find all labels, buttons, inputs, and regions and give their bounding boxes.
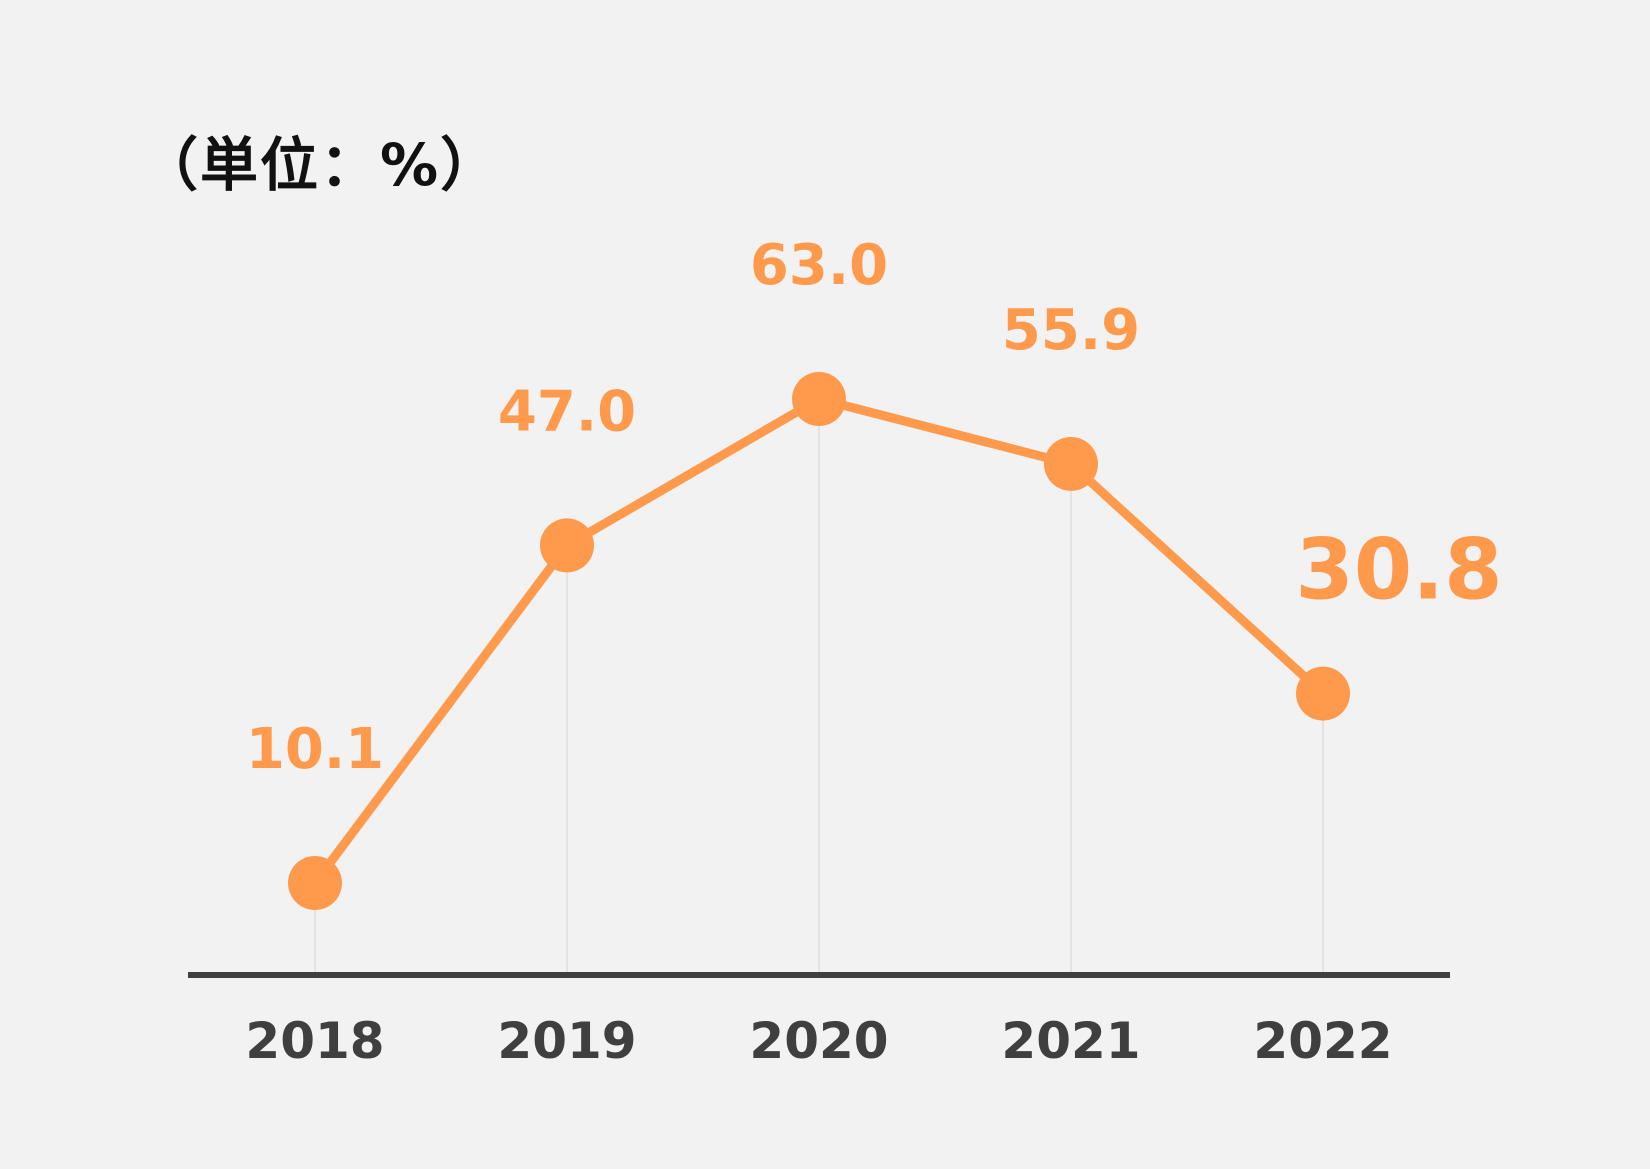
data-label-2019: 47.0 [498,379,636,444]
x-tick-label: 2018 [245,1012,384,1070]
x-tick-label: 2020 [749,1012,888,1070]
x-tick-label: 2019 [497,1012,636,1070]
data-points [288,372,1350,910]
data-label-2020: 63.0 [750,233,888,298]
unit-label: （単位：%） [140,131,501,199]
x-tick-label: 2021 [1001,1012,1140,1070]
data-labels: 10.1 47.0 63.0 55.9 30.8 [246,233,1503,782]
data-point-2019 [540,518,594,573]
data-label-2021: 55.9 [1002,298,1140,363]
data-label-2018: 10.1 [246,717,384,782]
x-tick-label: 2022 [1253,1012,1392,1070]
data-point-2022 [1296,666,1350,721]
x-axis-ticks: 2018 2019 2020 2021 2022 [245,1012,1392,1070]
data-point-2021 [1044,436,1098,491]
data-point-2018 [288,856,342,910]
data-label-2022: 30.8 [1295,521,1502,619]
data-point-2020 [792,372,846,426]
category-guides [314,399,1324,972]
